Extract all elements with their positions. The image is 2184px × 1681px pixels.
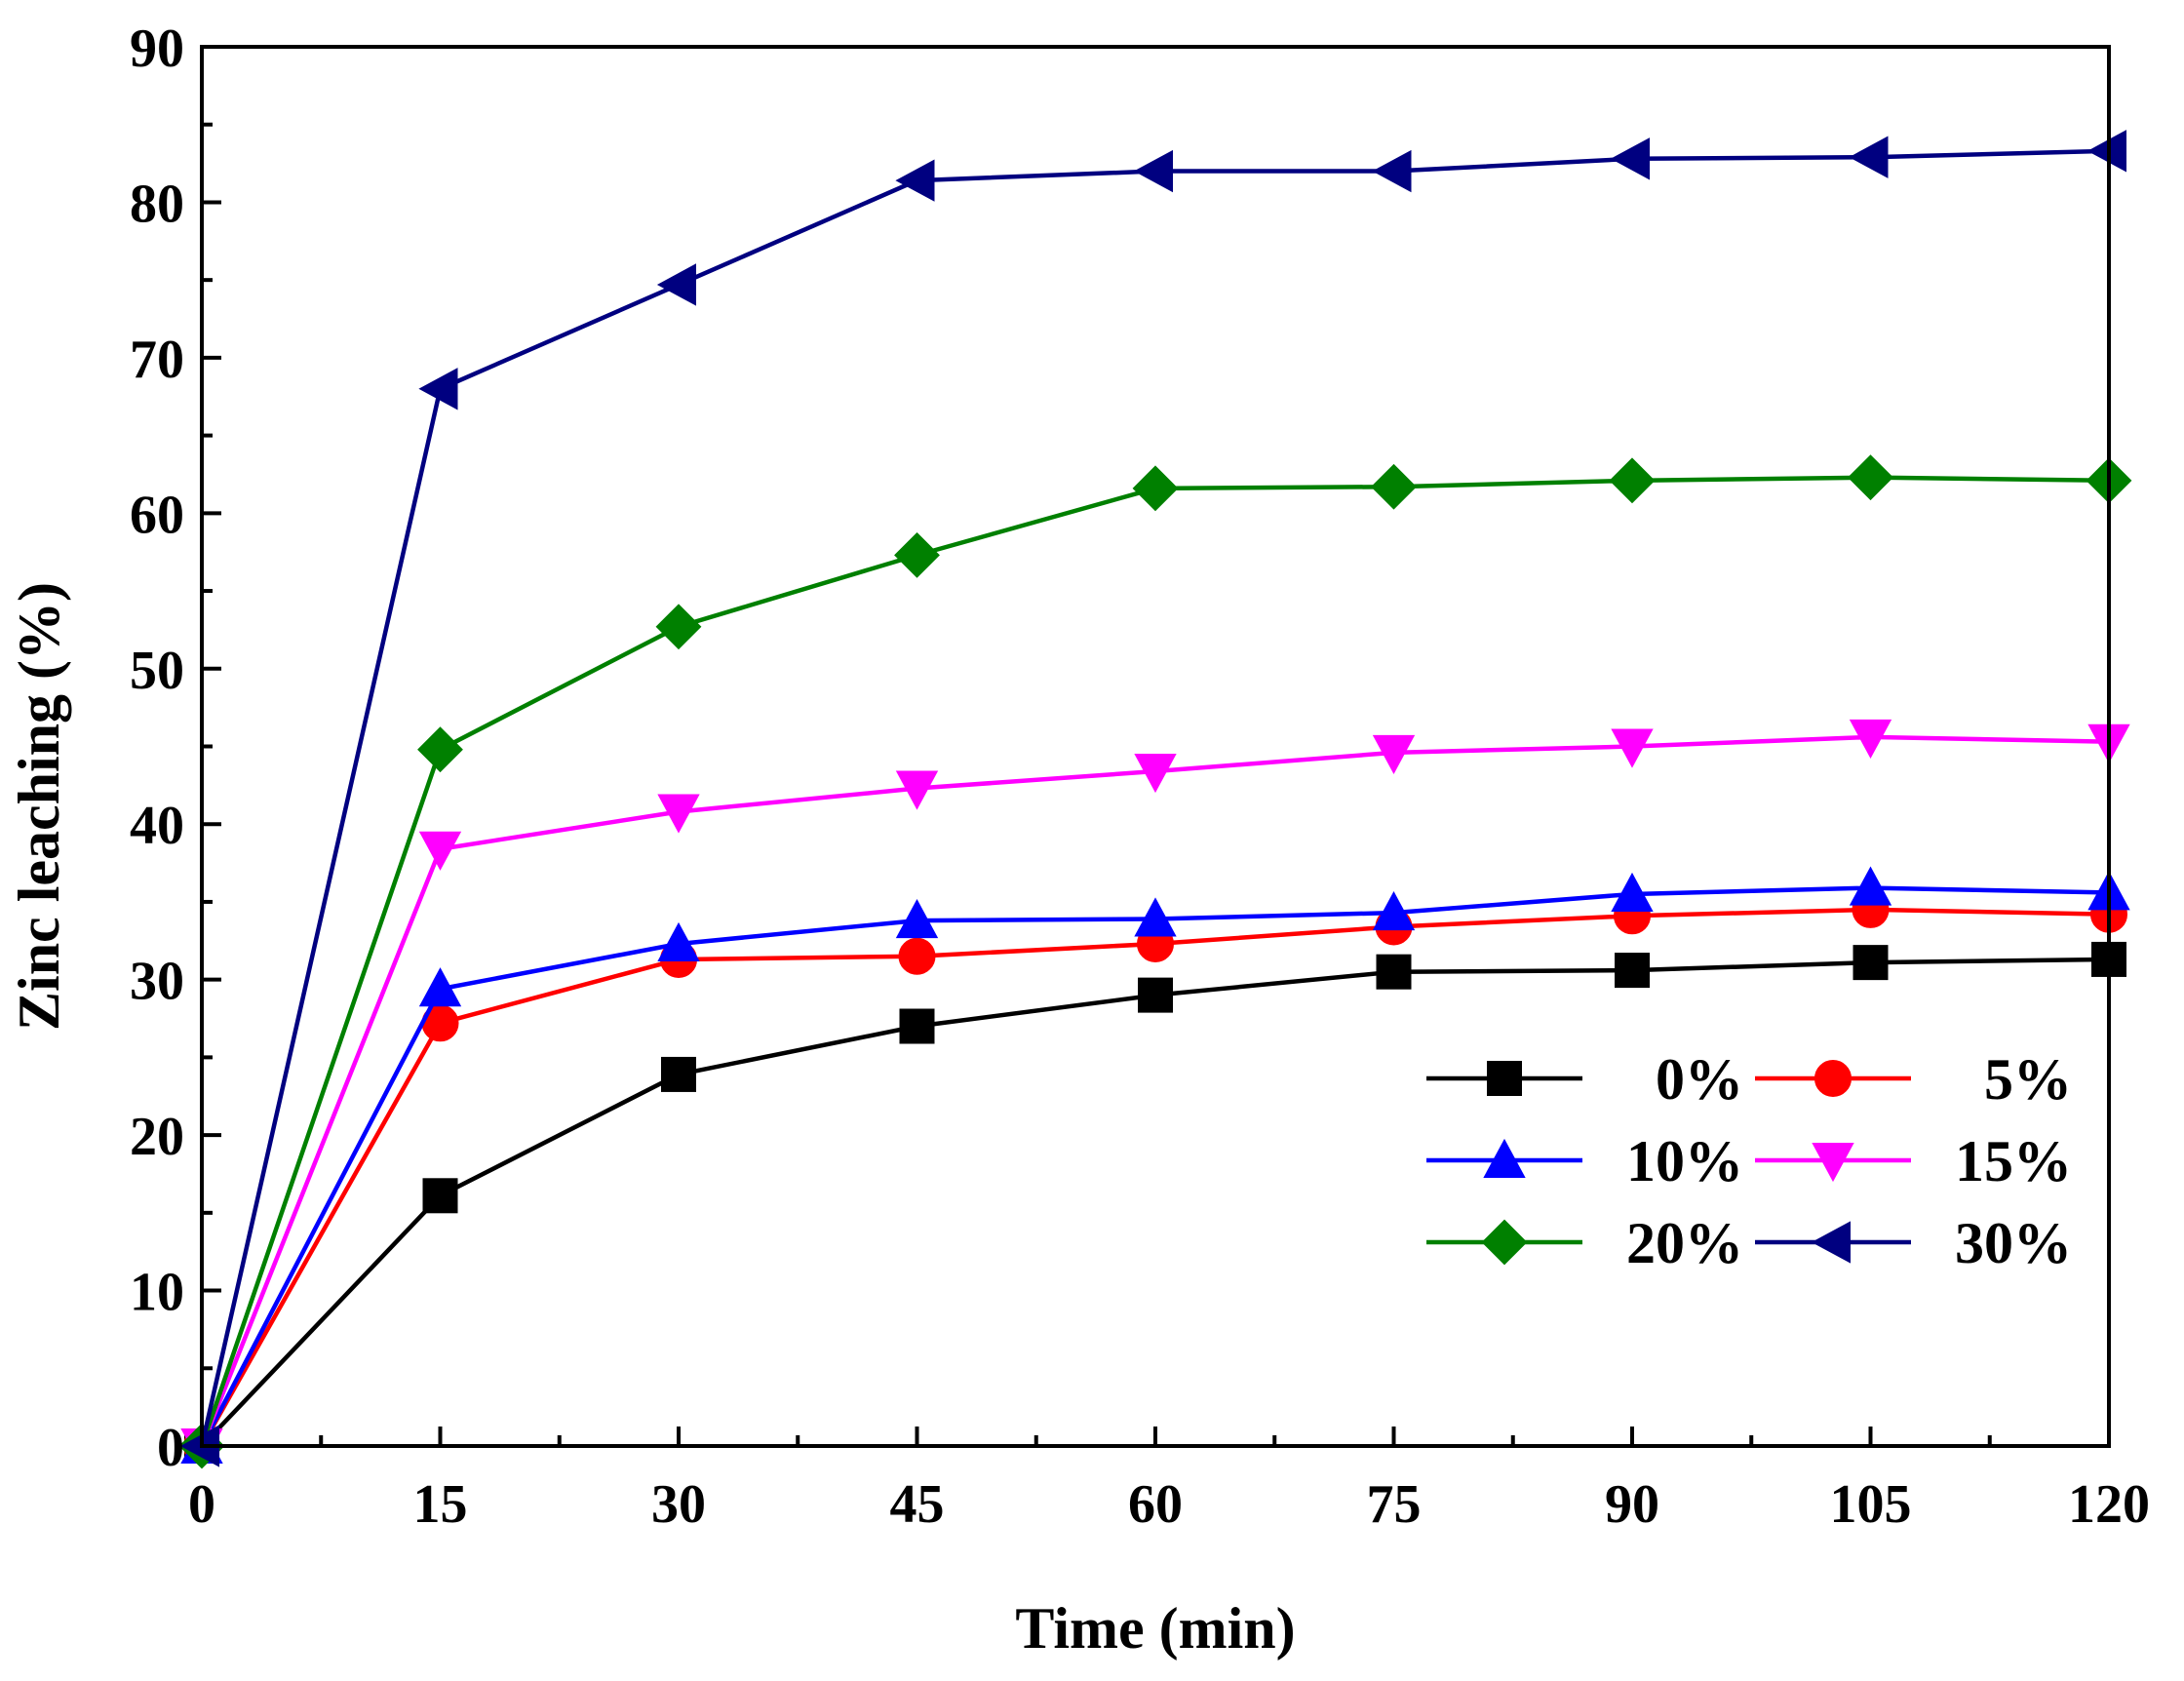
x-tick-label: 120: [2068, 1474, 2150, 1535]
data-point: [1372, 891, 1416, 931]
y-tick-label: 40: [130, 796, 184, 856]
legend-label: 5%: [1984, 1047, 2072, 1112]
series-5: [179, 130, 2126, 1467]
data-point: [657, 921, 700, 961]
legend-item: 30%: [1755, 1211, 2072, 1275]
y-tick-label: 80: [130, 174, 184, 234]
data-point: [1372, 149, 1412, 193]
data-point: [656, 263, 696, 306]
legend-label: 30%: [1955, 1211, 2072, 1275]
legend-item: 10%: [1426, 1129, 1743, 1193]
legend-label: 10%: [1626, 1129, 1743, 1193]
legend-label: 0%: [1656, 1047, 1743, 1112]
x-tick-label: 105: [1830, 1474, 1912, 1535]
legend-item: 15%: [1755, 1129, 2072, 1193]
y-tick-label: 20: [130, 1107, 184, 1167]
legend-marker: [1481, 1219, 1528, 1266]
legend-marker: [1814, 1060, 1852, 1097]
data-point: [895, 898, 939, 939]
x-axis-title: Time (min): [1015, 1596, 1295, 1661]
data-point: [417, 726, 463, 773]
data-point: [1376, 954, 1412, 990]
y-tick-label: 90: [130, 19, 184, 79]
data-point: [657, 794, 700, 834]
data-point: [895, 159, 935, 202]
data-point: [1133, 149, 1173, 193]
legend-item: 5%: [1755, 1047, 2072, 1112]
plot-layer: [178, 130, 2132, 1469]
series-4: [178, 454, 2132, 1469]
y-tick-label: 70: [130, 330, 184, 390]
legend-marker: [1487, 1061, 1522, 1096]
legend-label: 15%: [1955, 1129, 2072, 1193]
y-axis-title: Zinc leaching (%): [7, 582, 71, 1031]
data-point: [1611, 872, 1654, 912]
data-point: [1615, 953, 1650, 989]
data-point: [1610, 137, 1650, 180]
x-tick-label: 90: [1605, 1474, 1659, 1535]
x-tick-label: 60: [1128, 1474, 1183, 1535]
y-tick-label: 0: [157, 1418, 184, 1478]
data-point: [1372, 734, 1416, 774]
data-point: [418, 368, 458, 410]
data-point: [418, 831, 462, 871]
x-tick-label: 75: [1367, 1474, 1422, 1535]
data-point: [1134, 897, 1177, 937]
series-3: [180, 719, 2130, 1468]
legend-marker: [1812, 1143, 1854, 1183]
data-point: [899, 1008, 935, 1044]
data-point: [895, 770, 939, 810]
legend-marker: [1483, 1138, 1526, 1178]
legend-marker: [1811, 1221, 1851, 1264]
y-tick-label: 30: [130, 952, 184, 1012]
data-point: [1371, 463, 1417, 510]
legend: 0% 5% 10% 15% 20% 30%: [1426, 1047, 2072, 1275]
y-tick-label: 60: [130, 485, 184, 545]
legend-label: 20%: [1626, 1211, 1743, 1275]
data-point: [1852, 945, 1889, 981]
data-point: [898, 937, 936, 975]
data-point: [894, 531, 940, 578]
data-point: [1609, 457, 1656, 504]
x-tick-label: 45: [890, 1474, 945, 1535]
data-point: [661, 1056, 696, 1092]
series-line: [200, 885, 2110, 1448]
legend-item: 0%: [1426, 1047, 1743, 1112]
data-point: [1134, 754, 1177, 794]
data-point: [1132, 465, 1179, 512]
series-line: [199, 148, 2110, 1447]
data-point: [1849, 719, 1892, 760]
legend-item: 20%: [1426, 1211, 1743, 1275]
data-point: [1611, 728, 1654, 768]
series-0: [184, 941, 2126, 1464]
y-tick-label: 10: [130, 1263, 184, 1323]
axes-layer: 0 15 30 45 60 75 90 105 120 0 10 20 30 40 50 60 70 80 90: [130, 19, 2150, 1535]
data-point: [1138, 977, 1173, 1013]
x-tick-label: 0: [188, 1474, 215, 1535]
data-point: [1849, 866, 1892, 906]
data-point: [418, 967, 462, 1007]
series-line: [200, 957, 2110, 1448]
data-point: [422, 1178, 458, 1214]
data-point: [1848, 454, 1893, 501]
data-point: [655, 604, 702, 650]
y-tick-label: 50: [130, 641, 184, 701]
x-tick-label: 15: [413, 1474, 468, 1535]
x-tick-label: 30: [651, 1474, 706, 1535]
data-point: [1849, 136, 1889, 178]
